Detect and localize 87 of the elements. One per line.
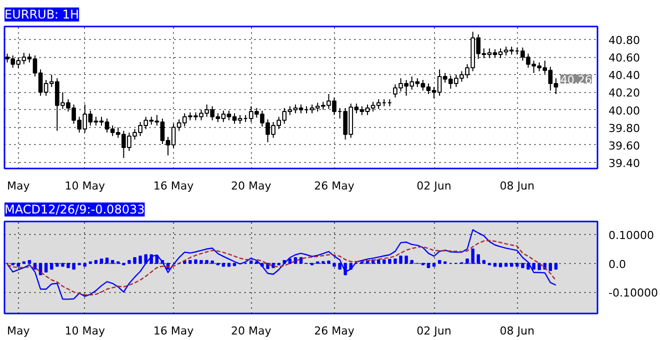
bar bbox=[382, 259, 386, 264]
bar bbox=[94, 260, 98, 264]
bar bbox=[272, 262, 275, 268]
bar bbox=[548, 262, 552, 272]
bar bbox=[210, 260, 214, 264]
bar bbox=[227, 262, 231, 267]
y-tick-label: 39.40 bbox=[608, 156, 640, 170]
bar bbox=[188, 260, 192, 264]
x-tick-label: 16 May bbox=[153, 324, 194, 338]
bar bbox=[432, 262, 436, 267]
bar bbox=[61, 262, 64, 267]
bar bbox=[504, 262, 508, 267]
x-tick-label: 26 May bbox=[314, 324, 355, 338]
bar bbox=[133, 257, 136, 264]
y-tick-label: 39.80 bbox=[608, 122, 640, 135]
bar bbox=[554, 262, 558, 270]
x-tick-label: May bbox=[6, 324, 30, 338]
bar bbox=[232, 262, 236, 266]
bar bbox=[144, 254, 148, 264]
bar bbox=[532, 262, 536, 270]
bar bbox=[83, 262, 86, 267]
bar bbox=[294, 257, 298, 264]
line-series bbox=[6, 240, 557, 296]
x-tick-label: 10 May bbox=[64, 324, 106, 338]
y-tick-label: 40.60 bbox=[608, 52, 640, 65]
y-tick-label: 0.0 bbox=[608, 258, 626, 271]
bar bbox=[438, 260, 442, 264]
bar bbox=[110, 260, 114, 264]
bar bbox=[100, 258, 104, 264]
x-tick-label: 08 Jun bbox=[500, 180, 535, 192]
bar bbox=[404, 256, 408, 264]
bar bbox=[498, 262, 502, 268]
bar bbox=[466, 258, 469, 264]
bar bbox=[205, 260, 208, 264]
text: 40.26 bbox=[560, 74, 592, 86]
bar bbox=[194, 259, 198, 264]
x-tick-label: 16 May bbox=[153, 180, 194, 192]
x-tick-label: 10 May bbox=[64, 180, 106, 192]
x-tick-label: 08 Jun bbox=[500, 324, 535, 338]
bar bbox=[66, 262, 70, 268]
bar bbox=[222, 262, 226, 267]
x-tick-label: 02 Jun bbox=[416, 180, 452, 192]
x-tick-label: 26 May bbox=[314, 180, 355, 192]
chart-title: MACD12/26/9:-0.08033 bbox=[4, 202, 145, 216]
bar bbox=[410, 260, 414, 264]
bar bbox=[16, 262, 20, 267]
bar bbox=[376, 259, 380, 264]
bar bbox=[476, 254, 480, 264]
bar bbox=[44, 262, 48, 272]
bar bbox=[482, 260, 486, 264]
y-tick-label: 40.20 bbox=[608, 86, 640, 100]
bar bbox=[56, 262, 59, 267]
bar bbox=[332, 262, 336, 267]
bar bbox=[338, 262, 342, 270]
y-tick-label: -0.10000 bbox=[608, 286, 658, 300]
bar bbox=[516, 262, 519, 267]
bar bbox=[388, 258, 392, 264]
bar bbox=[299, 257, 303, 264]
bar bbox=[250, 260, 253, 264]
bar bbox=[28, 260, 32, 264]
bar bbox=[138, 256, 142, 264]
y-tick-label: 40.80 bbox=[608, 34, 640, 48]
y-tick-label: 40.40 bbox=[608, 69, 640, 82]
bar bbox=[105, 258, 109, 264]
bar bbox=[327, 260, 330, 264]
bar bbox=[538, 262, 541, 270]
chart-title: EURRUB: 1H bbox=[4, 8, 80, 22]
bar bbox=[510, 262, 514, 267]
bar bbox=[72, 262, 76, 270]
y-tick-label: 39.60 bbox=[608, 139, 640, 152]
x-tick-label: May bbox=[6, 180, 30, 192]
bar bbox=[394, 258, 397, 264]
y-tick-label: 40.00 bbox=[608, 104, 640, 118]
bar bbox=[50, 262, 54, 270]
x-tick-label: 20 May bbox=[231, 324, 272, 338]
bar bbox=[521, 262, 524, 268]
bar bbox=[426, 262, 430, 268]
bar bbox=[399, 256, 402, 264]
bar bbox=[493, 262, 497, 267]
line-series bbox=[6, 229, 557, 300]
y-tick-label: 0.10000 bbox=[608, 229, 654, 242]
bar bbox=[344, 262, 347, 276]
bar bbox=[471, 248, 474, 264]
x-tick-label: 02 Jun bbox=[416, 324, 452, 338]
bar bbox=[128, 260, 131, 264]
bar bbox=[200, 260, 203, 264]
x-tick-label: 20 May bbox=[231, 180, 272, 192]
